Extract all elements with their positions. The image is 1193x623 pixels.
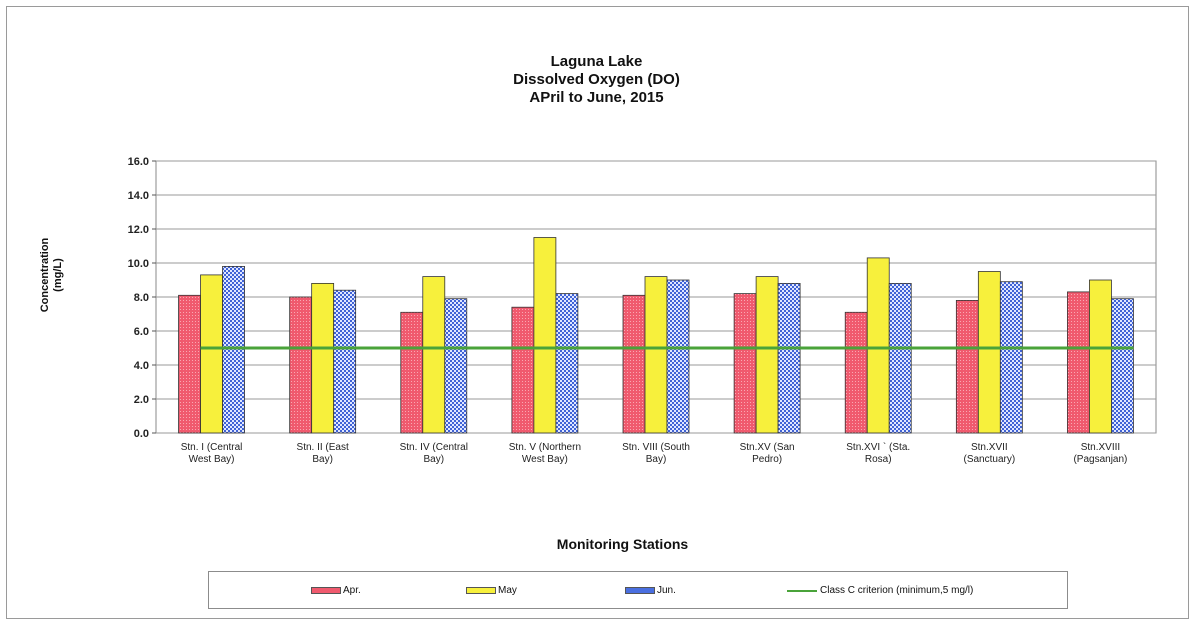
chart-title-line-3: APril to June, 2015 <box>529 89 664 106</box>
x-category-label: (Pagsanjan) <box>1073 454 1127 465</box>
y-tick-label: 14.0 <box>128 190 149 202</box>
bar-jun <box>555 293 579 434</box>
x-category-label: Bay) <box>312 454 333 465</box>
legend: Apr. May Jun. Class C criterion (minimum… <box>208 571 1068 609</box>
x-category-label: Stn.XVI ` (Sta. <box>846 441 910 453</box>
bar-jun <box>777 282 801 434</box>
x-category-label: Stn.XVII <box>971 442 1008 453</box>
bar-apr <box>400 311 424 434</box>
legend-item-criterion: Class C criterion (minimum,5 mg/l) <box>787 585 973 596</box>
bar-apr <box>511 306 535 434</box>
bar-may <box>644 276 668 434</box>
bar-apr <box>178 294 201 434</box>
legend-label-jun: Jun. <box>657 585 676 596</box>
legend-label-apr: Apr. <box>343 585 361 596</box>
bar-may <box>311 282 335 434</box>
x-category-label: Stn.XV (San <box>740 442 795 453</box>
y-tick-label: 4.0 <box>134 360 149 372</box>
y-tick-label: 6.0 <box>134 326 149 338</box>
y-tick-label: 2.0 <box>134 394 149 406</box>
bar-may <box>422 276 446 434</box>
y-tick-label: 8.0 <box>134 292 149 304</box>
bar-jun <box>999 281 1023 434</box>
y-tick-label: 16.0 <box>128 156 149 168</box>
legend-item-may: May <box>466 585 517 596</box>
bar-may <box>1089 279 1112 434</box>
bar-jun <box>333 289 357 434</box>
x-category-label: Stn. IV (Central <box>400 442 468 453</box>
x-category-label: Stn. II (East <box>297 442 349 453</box>
bar-apr <box>289 296 313 434</box>
bar-jun <box>666 279 690 434</box>
bar-may <box>755 276 779 434</box>
x-category-label: Pedro) <box>752 454 782 465</box>
legend-swatch-apr <box>311 587 341 594</box>
x-category-label: Stn.XVIII <box>1081 442 1120 453</box>
bar-jun <box>888 282 912 434</box>
legend-swatch-jun <box>625 587 655 594</box>
x-category-label: (Sanctuary) <box>963 454 1015 465</box>
legend-label-criterion: Class C criterion (minimum,5 mg/l) <box>820 585 974 596</box>
y-tick-label: 0.0 <box>134 428 149 440</box>
x-category-label: Rosa) <box>865 454 892 465</box>
bar-apr <box>844 311 868 434</box>
bar-apr <box>1067 291 1090 434</box>
bar-apr <box>955 299 979 434</box>
legend-item-jun: Jun. <box>625 585 676 596</box>
x-category-label: Bay) <box>423 454 444 465</box>
y-tick-label: 12.0 <box>128 224 149 236</box>
x-category-label: Stn. I (Central <box>181 442 243 453</box>
bar-jun <box>222 265 245 434</box>
bar-may <box>866 257 890 434</box>
y-tick-label: 10.0 <box>128 258 149 270</box>
bar-may <box>533 237 557 434</box>
bar-apr <box>733 293 757 434</box>
legend-label-may: May <box>498 585 517 596</box>
x-category-label: West Bay) <box>522 454 568 465</box>
x-category-label: Stn. VIII (South <box>622 442 690 453</box>
x-category-label: West Bay) <box>189 454 235 465</box>
bar-may <box>977 271 1001 434</box>
chart-title-line-1: Laguna Lake <box>550 53 643 70</box>
bar-apr <box>622 294 646 434</box>
x-category-label: Bay) <box>646 454 667 465</box>
bar-may <box>200 274 223 434</box>
bar-jun <box>1111 298 1134 434</box>
chart-title-line-2: Dissolved Oxygen (DO) <box>513 71 680 88</box>
x-category-label: Stn. V (Northern <box>509 442 581 453</box>
x-axis-label: Monitoring Stations <box>556 536 689 552</box>
legend-item-apr: Apr. <box>311 585 361 596</box>
legend-swatch-may <box>466 587 496 594</box>
legend-swatch-criterion <box>787 589 817 592</box>
bar-jun <box>444 298 468 434</box>
